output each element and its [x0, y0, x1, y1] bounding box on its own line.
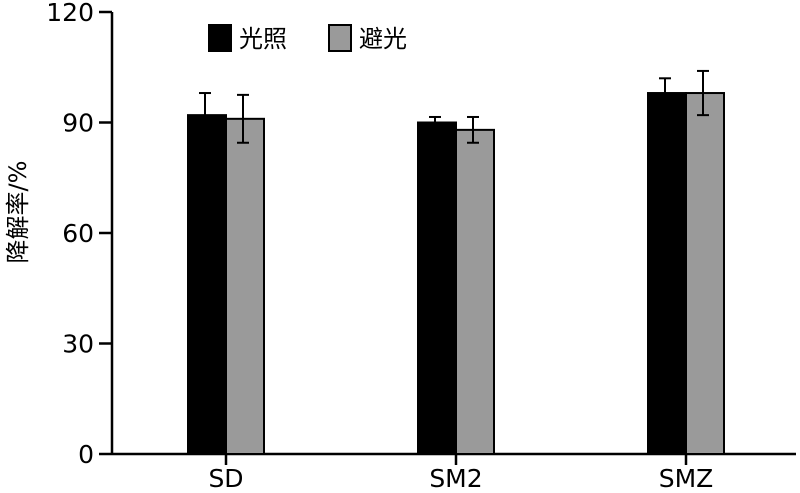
legend-swatch: [208, 24, 232, 52]
bar: [685, 92, 725, 456]
legend: 光照 避光: [208, 24, 407, 53]
legend-swatch: [328, 24, 352, 52]
legend-label: 光照: [239, 25, 287, 53]
category-labels: SD SM2 SMZ: [208, 464, 714, 493]
y-tick-label: 120: [46, 0, 94, 27]
tick-labels: 0 30 60 90 120: [46, 0, 94, 469]
y-tick-label: 0: [78, 440, 94, 469]
y-axis-label: 降解率/%: [4, 161, 32, 264]
x-tick-label: SM2: [429, 464, 482, 489]
x-tick-label: SD: [208, 464, 243, 489]
bar: [225, 117, 265, 455]
bar: [417, 121, 457, 455]
x-tick-label: SMZ: [659, 464, 714, 489]
y-tick-label: 30: [62, 330, 94, 359]
error-bars: [199, 69, 709, 144]
y-tick-label: 60: [62, 219, 94, 248]
bar: [647, 92, 687, 456]
y-tick-label: 90: [62, 109, 94, 138]
bar: [455, 128, 495, 455]
bars: [187, 92, 725, 456]
bar: [187, 114, 227, 455]
legend-label: 避光: [359, 25, 407, 53]
